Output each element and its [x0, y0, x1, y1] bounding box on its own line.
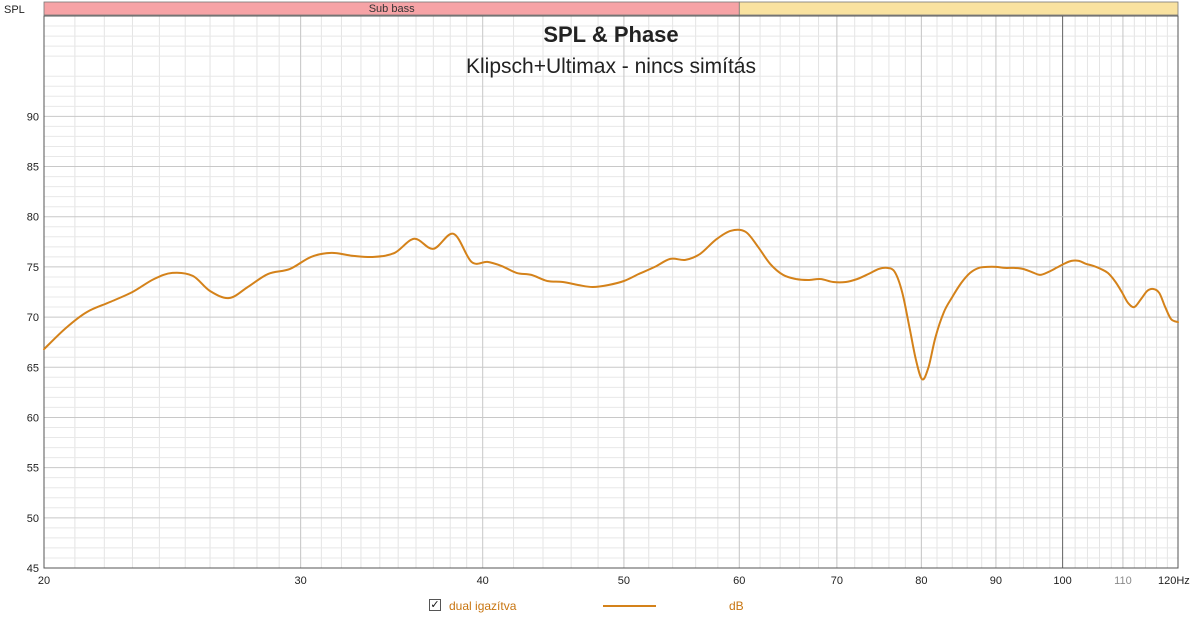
y-tick-label: 80: [27, 212, 39, 224]
frequency-bands: Sub bass: [43, 1, 1179, 16]
y-tick-label: 50: [27, 513, 39, 525]
chart-subtitle: Klipsch+Ultimax - nincs simítás: [466, 55, 756, 78]
y-tick-label: 75: [27, 262, 39, 274]
spl-chart: Sub bass 20 30 40 50 60 70 80 90 100 120Hz 110 45 5…: [4, 1, 1190, 587]
x-tick-label: 30: [294, 575, 306, 587]
series-visibility-checkbox[interactable]: ✓: [429, 599, 441, 611]
x-tick-label: 90: [990, 575, 1002, 587]
major-gridlines: [44, 16, 1178, 568]
legend-series-name[interactable]: dual igazítva: [449, 599, 517, 613]
band-label: Sub bass: [369, 3, 415, 15]
series-line-0: [43, 228, 1179, 381]
x-tick-label: 70: [831, 575, 843, 587]
x-tick-label: 80: [915, 575, 927, 587]
band-1: [738, 1, 1179, 16]
y-axis-label: SPL: [4, 4, 25, 16]
x-tick-label: 100: [1053, 575, 1071, 587]
y-tick-label: 70: [27, 312, 39, 324]
series-layer: [43, 228, 1179, 381]
y-tick-label: 55: [27, 463, 39, 475]
plot-frame: [43, 15, 1179, 569]
legend-line-swatch: [603, 605, 656, 607]
x-tick-label-minor: 110: [1114, 575, 1132, 587]
x-tick-label: 60: [733, 575, 745, 587]
y-axis-ticks: 45 50 55 60 65 70 75 80 85 90: [27, 111, 39, 575]
y-tick-label: 45: [27, 563, 39, 575]
x-tick-label: 120Hz: [1158, 575, 1190, 587]
y-tick-label: 60: [27, 412, 39, 424]
chart-title: SPL & Phase: [543, 22, 678, 47]
legend-unit: dB: [729, 599, 744, 613]
x-tick-label: 40: [477, 575, 489, 587]
legend: ✓ dual igazítva dB: [0, 596, 1200, 618]
x-axis-ticks: 20 30 40 50 60 70 80 90 100 120Hz 110: [38, 575, 1190, 587]
x-tick-label: 20: [38, 575, 50, 587]
plot-area: [44, 16, 1178, 568]
y-tick-label: 85: [27, 162, 39, 174]
y-tick-label: 90: [27, 111, 39, 123]
y-tick-label: 65: [27, 362, 39, 374]
x-tick-label: 50: [618, 575, 630, 587]
